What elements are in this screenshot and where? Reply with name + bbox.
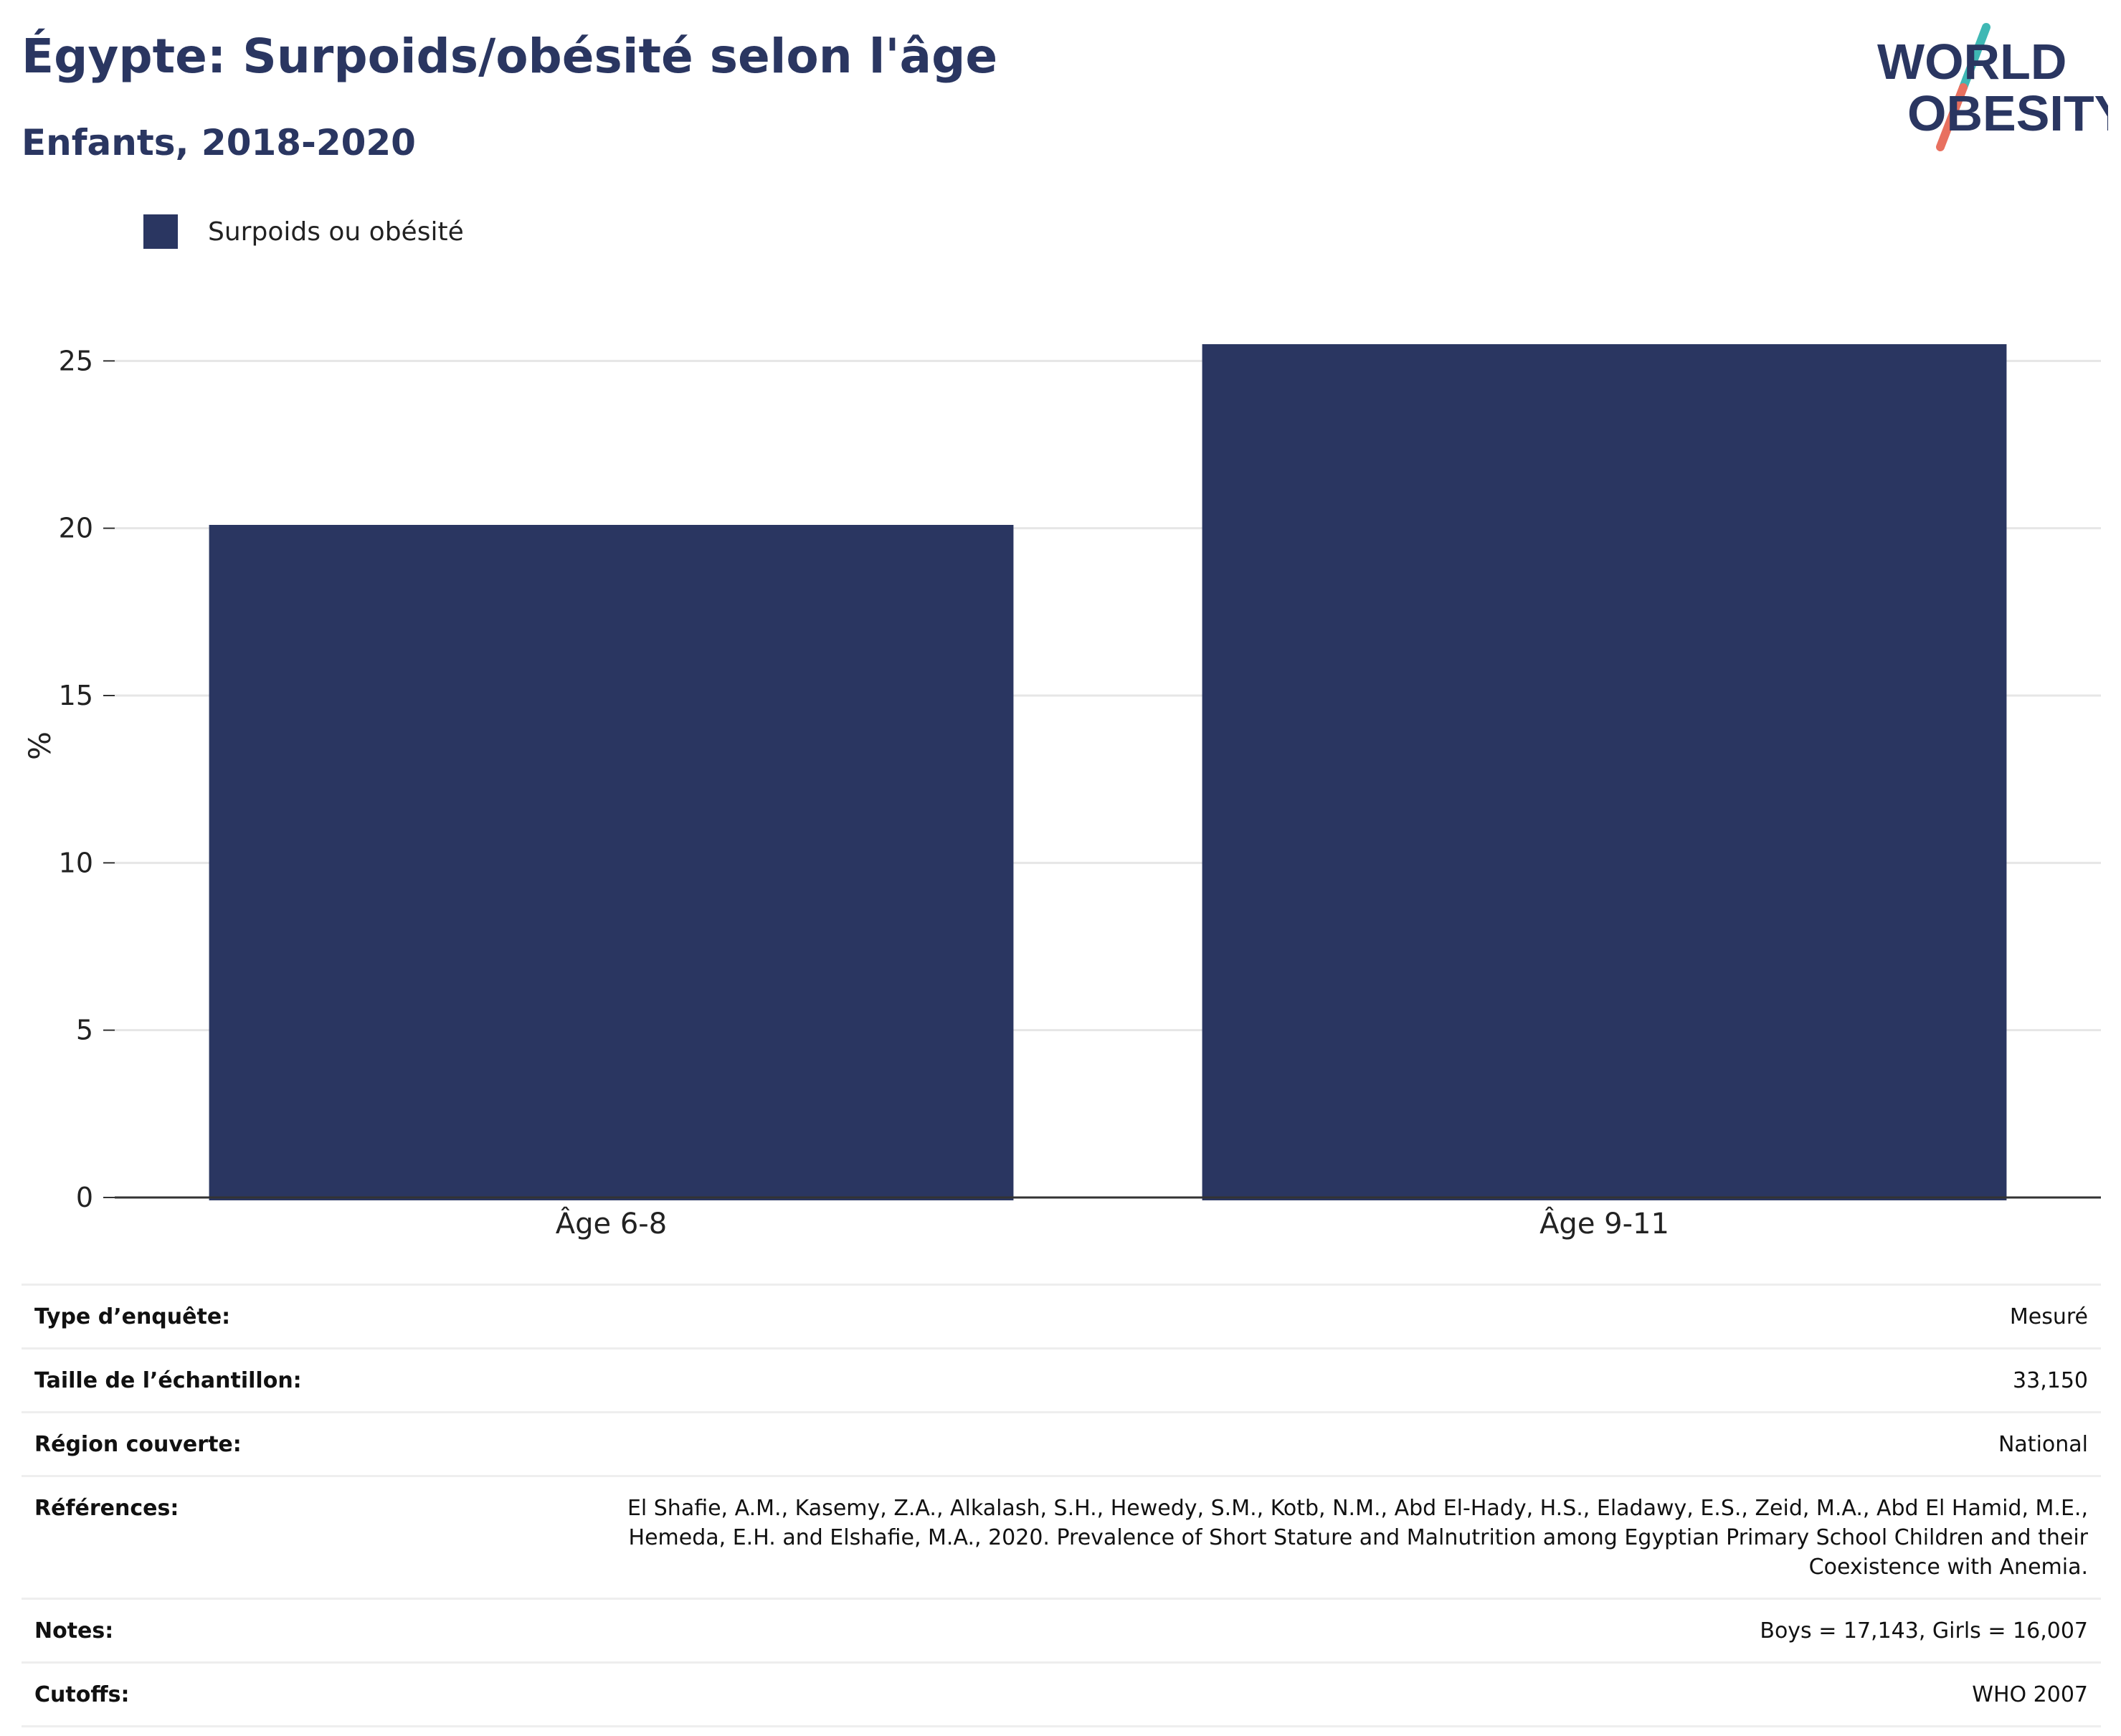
legend: Surpoids ou obésité — [143, 213, 464, 250]
info-row: Cutoffs: WHO 2007 — [22, 1664, 2101, 1727]
info-value: WHO 2007 — [1972, 1682, 2088, 1707]
info-key: Cutoffs: — [34, 1682, 130, 1707]
legend-swatch — [143, 214, 178, 249]
info-value: El Shafie, A.M., Kasemy, Z.A., Alkalash,… — [627, 1496, 2088, 1580]
info-value: National — [1998, 1432, 2088, 1457]
chart-title: Égypte: Surpoids/obésité selon l'âge — [22, 29, 998, 84]
info-row: Notes: Boys = 17,143, Girls = 16,007 — [22, 1600, 2101, 1664]
logo-slash-top — [1959, 23, 1990, 92]
logo-text-world: WORLD — [1877, 34, 2067, 90]
info-value: 33,150 — [2013, 1368, 2088, 1393]
x-tick-label: Âge 6-8 — [556, 1206, 667, 1241]
info-key: Région couverte: — [34, 1432, 242, 1457]
bar-chart: 0 5 10 15 20 25% Âge 6-8 Âge 9-11 — [22, 344, 2101, 1241]
y-tick-label: 10 — [59, 847, 93, 878]
survey-info-table: Type d’enquête: Mesuré Taille de l’échanti… — [22, 1284, 2101, 1727]
info-key: Références: — [34, 1496, 179, 1521]
info-row: Type d’enquête: Mesuré — [22, 1286, 2101, 1350]
logo-slash-bottom — [1936, 83, 1968, 151]
logo-text-obesity: OBESITY — [1907, 85, 2108, 141]
y-tick-label: 20 — [59, 513, 93, 544]
y-tick-label: 5 — [76, 1015, 93, 1046]
info-key: Type d’enquête: — [34, 1304, 231, 1329]
legend-label: Surpoids ou obésité — [208, 217, 464, 247]
world-obesity-logo: WORLD OBESITY — [1877, 23, 2108, 151]
info-row: Taille de l’échantillon: 33,150 — [22, 1350, 2101, 1413]
bar-2 — [1202, 344, 2007, 1200]
bar-1 — [209, 525, 1014, 1200]
info-row: Références: El Shafie, A.M., Kasemy, Z.A.… — [22, 1477, 2101, 1600]
y-tick-label: 25 — [59, 345, 93, 376]
info-value: Boys = 17,143, Girls = 16,007 — [1760, 1618, 2088, 1643]
chart-subtitle: Enfants, 2018-2020 — [22, 122, 416, 163]
info-value: Mesuré — [2009, 1304, 2088, 1329]
info-key: Notes: — [34, 1618, 114, 1643]
y-tick-label: 15 — [59, 680, 93, 711]
x-tick-label: Âge 9-11 — [1539, 1206, 1669, 1241]
info-key: Taille de l’échantillon: — [34, 1368, 302, 1393]
info-row: Région couverte: National — [22, 1413, 2101, 1477]
y-tick-label: 0 — [76, 1182, 93, 1213]
y-axis-label: % — [22, 731, 57, 760]
